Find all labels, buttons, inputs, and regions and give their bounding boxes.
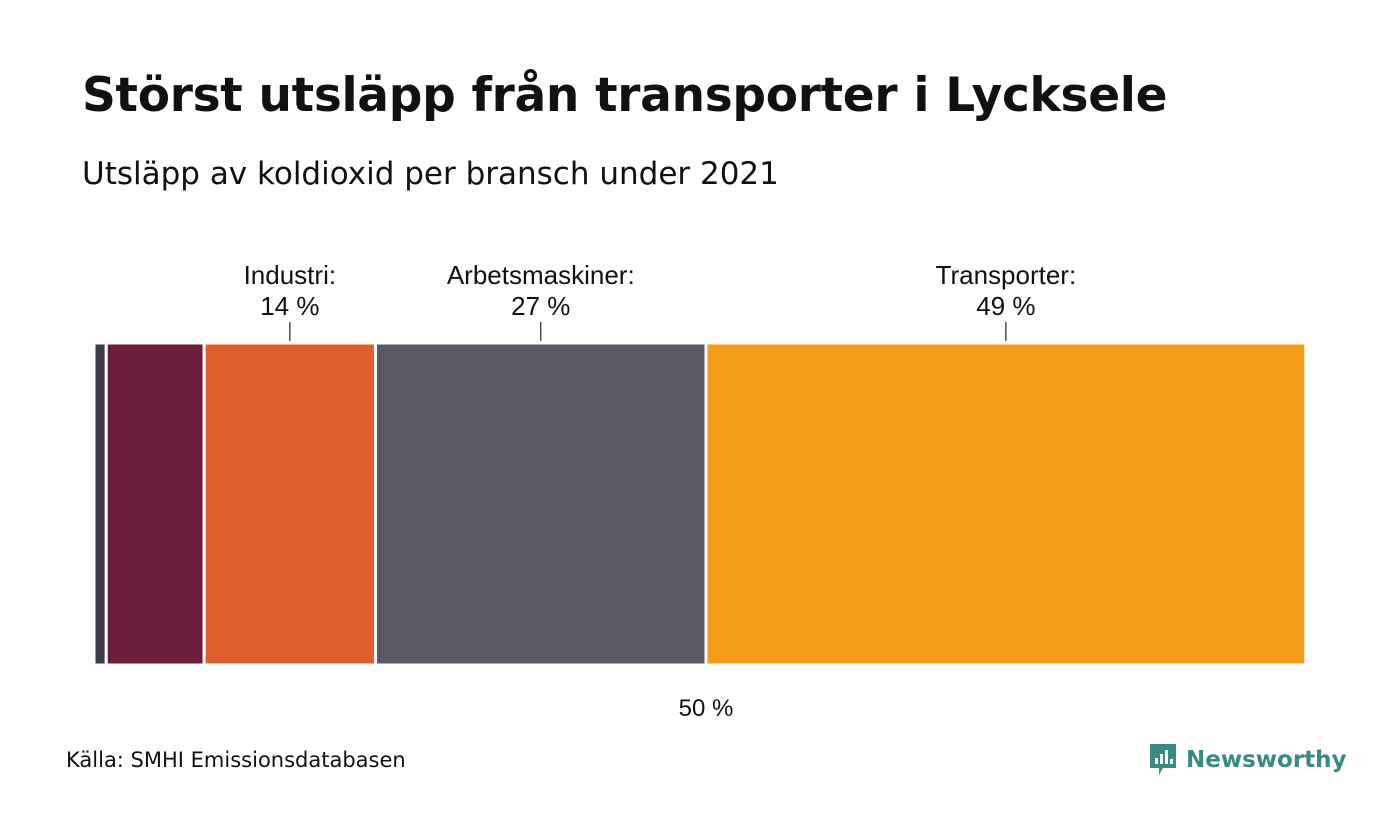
segment-value-label-industri: 14 %	[260, 291, 319, 321]
segment-labels: Industri:14 % Arbetsmaskiner:27 % Transpor…	[244, 260, 1077, 341]
bar-segment-industri[interactable]	[202, 341, 378, 667]
brand[interactable]: Newsworthy	[1148, 742, 1347, 778]
bar-segment-ovrigt-2[interactable]	[104, 341, 206, 667]
bar-segment-transporter[interactable]	[704, 341, 1308, 667]
reference-line-label: 50 %	[679, 695, 734, 722]
bar-segments	[92, 341, 1308, 667]
bar-segment-arbetsmaskiner[interactable]	[374, 341, 708, 667]
segment-value-label-transporter: 49 %	[976, 291, 1035, 321]
source-note: Källa: SMHI Emissionsdatabasen	[66, 748, 406, 772]
segment-label-transporter: Transporter:	[936, 260, 1077, 290]
reference-line-group: 50 %	[679, 344, 734, 722]
chart-subtitle: Utsläpp av koldioxid per bransch under 2…	[82, 156, 779, 192]
segment-value-label-arbetsmaskiner: 27 %	[511, 291, 570, 321]
newsworthy-logo-icon	[1150, 744, 1176, 775]
chart-title: Störst utsläpp från transporter i Lyckse…	[82, 68, 1168, 123]
brand-name: Newsworthy	[1186, 747, 1347, 773]
segment-label-arbetsmaskiner: Arbetsmaskiner:	[447, 260, 635, 290]
segment-label-industri: Industri:	[244, 260, 337, 290]
bar-segment-ovrigt[interactable]	[92, 341, 108, 667]
